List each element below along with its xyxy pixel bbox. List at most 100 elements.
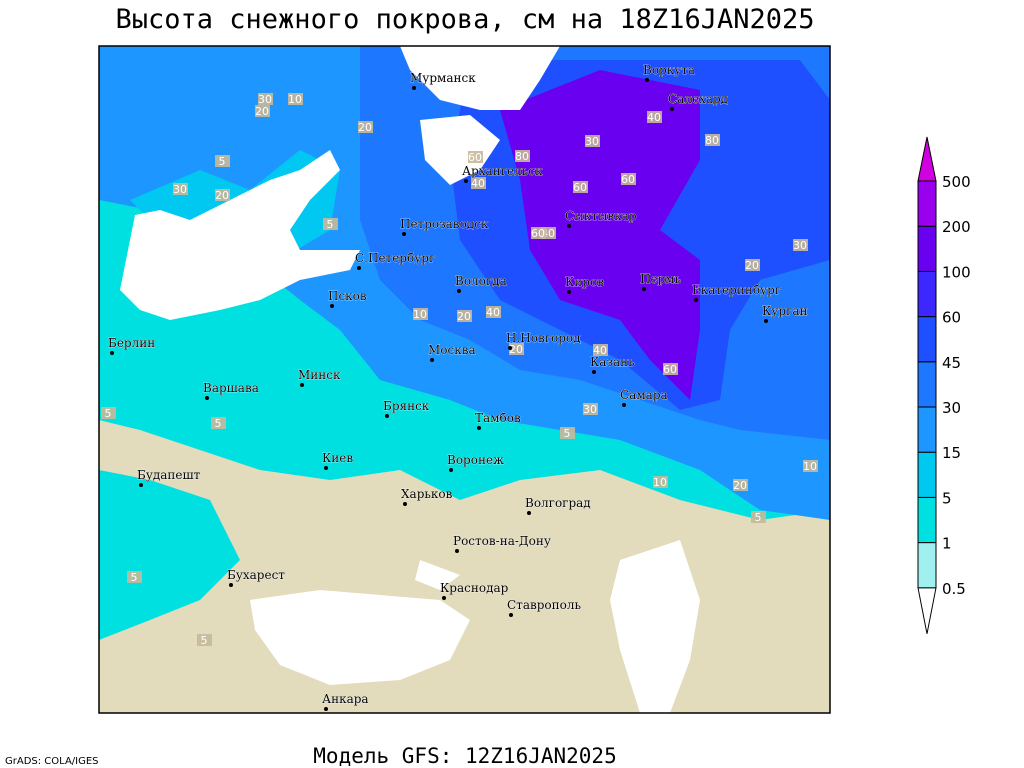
city-label: Бухарест [227, 568, 285, 582]
contour-label-bg [585, 135, 600, 147]
contour-label-bg [793, 239, 808, 251]
contour-label-bg [509, 343, 524, 355]
contour-label: 40 [471, 177, 485, 190]
city-label: Киев [322, 451, 353, 465]
contour-label: 80 [515, 150, 529, 163]
city-dot [457, 289, 461, 293]
city-label: Брянск [383, 399, 430, 413]
contour-label: 20 [255, 105, 269, 118]
azov-sea [415, 560, 460, 590]
city-label: Воркута [643, 63, 695, 77]
contour-label-bg [531, 227, 546, 239]
city-dot [205, 396, 209, 400]
contour-label-bg [583, 403, 598, 415]
colorbar-label: 0.5 [942, 580, 966, 598]
contour-label-bg [733, 479, 748, 491]
title: Высота снежного покрова, см на 18Z16JAN2… [116, 4, 815, 35]
city-label: Салехард [668, 92, 728, 106]
colorbar-segment [917, 361, 937, 408]
contour-label: 40 [593, 344, 607, 357]
city-label: Киров [565, 275, 604, 289]
contour-label: 30 [583, 403, 597, 416]
contour-label-bg [803, 460, 818, 472]
contour-label-bg [215, 189, 230, 201]
contour-label-bg [197, 634, 212, 646]
city-label: Берлин [108, 336, 155, 350]
city-label: Харьков [401, 487, 453, 501]
city-dot [449, 468, 453, 472]
contour-label: 40 [647, 111, 661, 124]
city-label: Краснодар [440, 581, 509, 595]
city-label: Минск [298, 368, 341, 382]
contour-label: 10 [803, 460, 817, 473]
model-caption: Модель GFS: 12Z16JAN2025 [313, 744, 616, 768]
map-frame [98, 45, 831, 714]
city-dot [357, 266, 361, 270]
city-dot [622, 403, 626, 407]
city-dot [670, 107, 674, 111]
contour-label: 30 [173, 183, 187, 196]
city-label: Анкара [322, 692, 369, 706]
city-label: Тамбов [475, 411, 521, 425]
city-dot [139, 483, 143, 487]
colorbar-label: 60 [942, 309, 961, 327]
city-dot [110, 351, 114, 355]
baltic-sea [120, 150, 360, 320]
city-label: Варшава [203, 381, 259, 395]
city-label: Казань [590, 355, 635, 369]
contour-label: 60 [468, 151, 482, 164]
city-dot [464, 179, 468, 183]
contour-label: 5 [755, 511, 762, 524]
colorbar-top [917, 136, 937, 182]
contour-label-bg [215, 155, 230, 167]
city-label: Вологда [455, 274, 507, 288]
contour-label: 10 [288, 93, 302, 106]
contour-label-bg [593, 344, 608, 356]
contour-label: 5 [215, 417, 222, 430]
colorbar-segment [917, 542, 937, 589]
colorbar-label: 5 [942, 489, 952, 507]
contour-label: 10 [413, 308, 427, 321]
city-dot [402, 232, 406, 236]
contour-label-bg [101, 407, 116, 419]
contour-label: 60 [573, 181, 587, 194]
contour-label: 20 [215, 189, 229, 202]
colorbar-label: 100 [942, 263, 971, 281]
colorbar-segment [917, 270, 937, 318]
city-label: Ростов-на-Дону [453, 534, 551, 548]
contour-label-bg [751, 511, 766, 523]
contour-label-bg [486, 306, 501, 318]
contour-label-bg [457, 310, 472, 322]
contour-label: 20 [457, 310, 471, 323]
contour-label-bg [255, 105, 270, 117]
contour-label: 80 [705, 134, 719, 147]
city-dot [442, 596, 446, 600]
city-dot [430, 358, 434, 362]
city-label: Ставрополь [507, 598, 581, 612]
contour-label: 5 [327, 218, 334, 231]
city-label: Пермь [640, 272, 682, 286]
contour-label-bg [515, 150, 530, 162]
contour-label-bg [745, 259, 760, 271]
contour-label-bg [288, 93, 303, 105]
city-label: Волгоград [525, 496, 591, 510]
contour-label: 60 [531, 227, 545, 240]
contour-label-bg [573, 181, 588, 193]
colorbar-segment [917, 451, 937, 498]
contour-label-bg [323, 218, 338, 230]
city-dot [324, 707, 328, 711]
contour-label: 30 [258, 93, 272, 106]
city-label: Будапешт [137, 468, 201, 482]
city-label: Сыктывкар [565, 209, 637, 223]
city-dot [592, 370, 596, 374]
contour-label: 60 [621, 173, 635, 186]
contour-label-bg [621, 173, 636, 185]
city-dot [324, 466, 328, 470]
city-dot [567, 224, 571, 228]
contour-label: 60 [663, 363, 677, 376]
contour-label: 5 [201, 634, 208, 647]
contour-label-bg [258, 93, 273, 105]
contour-label-bg [358, 121, 373, 133]
